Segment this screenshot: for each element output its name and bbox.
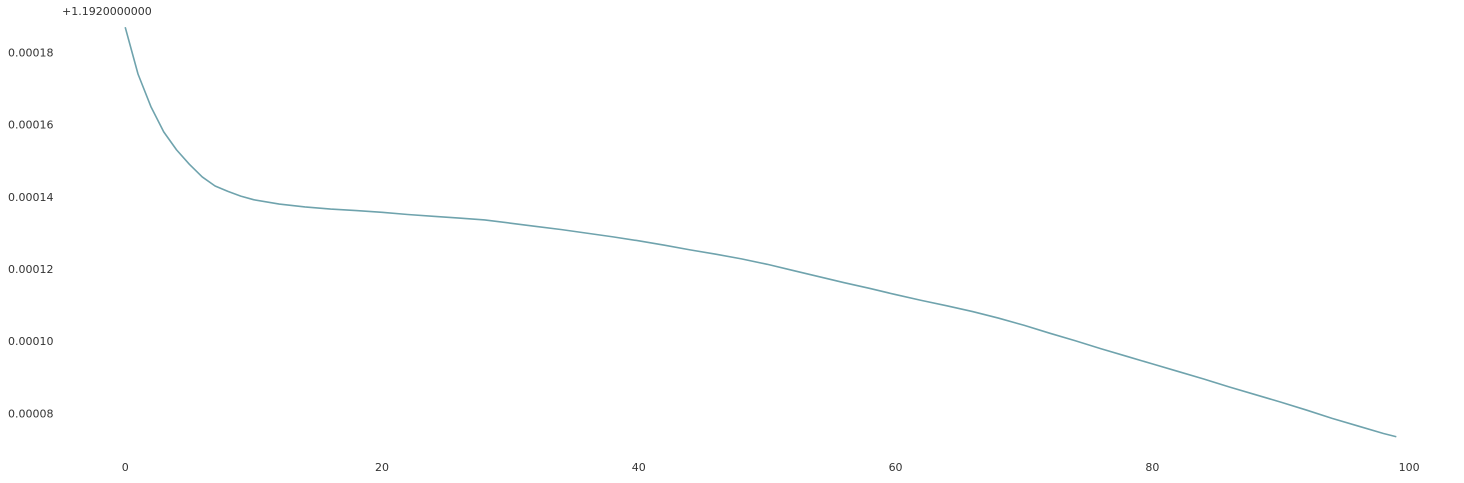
series-group: [124, 27, 1397, 438]
y-tick-label: 0.00008: [8, 407, 54, 420]
x-tick-label: 60: [889, 461, 903, 474]
y-tick-label: 0.00018: [8, 46, 54, 59]
x-axis-ticks: 0 20 40 60 80 100: [122, 461, 1420, 474]
y-axis-ticks: 0.00008 0.00010 0.00012 0.00014 0.00016 0.000…: [8, 46, 54, 420]
x-tick-label: 100: [1399, 461, 1420, 474]
series-line: [124, 27, 1397, 438]
x-tick-label: 20: [375, 461, 389, 474]
x-tick-label: 80: [1145, 461, 1159, 474]
x-tick-label: 40: [632, 461, 646, 474]
y-axis-offset-label: +1.1920000000: [62, 5, 152, 18]
y-tick-label: 0.00010: [8, 335, 54, 348]
x-tick-label: 0: [122, 461, 129, 474]
y-tick-label: 0.00014: [8, 191, 54, 204]
y-tick-label: 0.00012: [8, 263, 54, 276]
y-tick-label: 0.00016: [8, 119, 54, 132]
